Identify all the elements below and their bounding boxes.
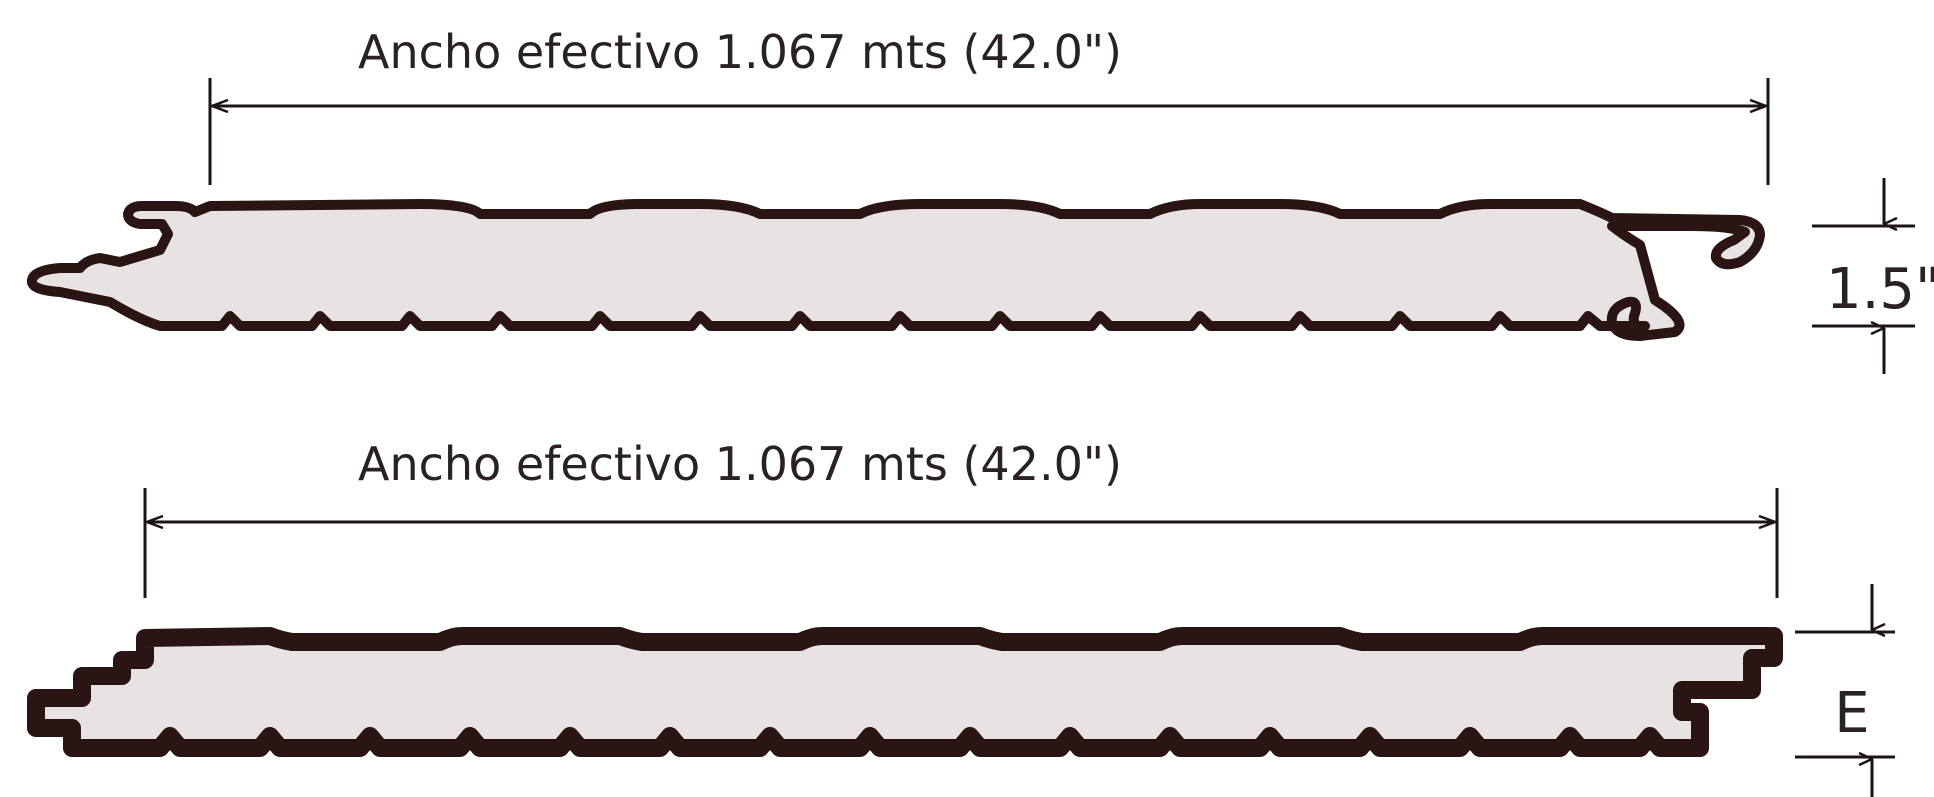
panel-2-width-dimension [143, 488, 1779, 598]
panel-2-profile [27, 627, 1783, 757]
panel-1-group: Ancho efectivo 1.067 mts (42.0") 1.5" [26, 25, 1934, 374]
panel-2-thickness-dimension: E [1795, 584, 1895, 797]
panel-1-width-dimension [208, 78, 1770, 185]
panel-1-profile [26, 199, 1765, 341]
panel-1-thickness-dimension: 1.5" [1812, 178, 1934, 374]
panel-2-group: Ancho efectivo 1.067 mts (42.0") E [27, 437, 1895, 797]
panel-2-thickness-label: E [1834, 681, 1869, 746]
panel-2-width-label: Ancho efectivo 1.067 mts (42.0") [358, 437, 1122, 491]
panel-1-thickness-label: 1.5" [1826, 257, 1934, 322]
panel-1-width-label: Ancho efectivo 1.067 mts (42.0") [358, 25, 1122, 79]
